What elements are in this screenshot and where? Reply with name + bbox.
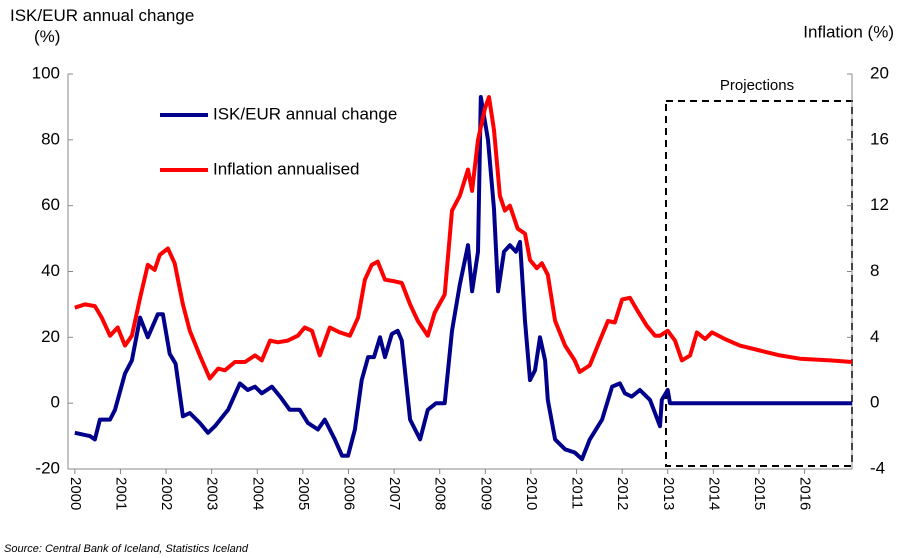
y2-axis-label: Inflation (%) — [803, 22, 894, 41]
x-tick-label: 2003 — [204, 477, 221, 510]
y2-tick-label: 20 — [870, 63, 889, 82]
x-tick-label: 2015 — [751, 477, 768, 510]
x-tick-label: 2008 — [432, 477, 449, 510]
x-tick-label: 2011 — [569, 477, 586, 509]
y-tick-label: 100 — [32, 63, 60, 82]
y2-tick-label: 16 — [870, 129, 889, 148]
series-line — [74, 95, 852, 462]
y-tick-label: 60 — [41, 195, 60, 214]
source: Source: Central Bank of Iceland, Statist… — [4, 543, 249, 555]
x-tick-label: 2005 — [295, 477, 312, 510]
y2-tick-label: 8 — [870, 261, 879, 280]
x-tick-label: 2001 — [112, 477, 129, 510]
y2-tick-label: 4 — [870, 327, 879, 346]
y-tick-label: 40 — [41, 261, 60, 280]
y2-tick-label: -4 — [870, 458, 885, 477]
x-tick-label: 2014 — [705, 477, 722, 510]
y2-tick-label: 12 — [870, 195, 889, 214]
annotation: Projections — [720, 77, 794, 94]
x-tick-label: 2013 — [660, 477, 677, 510]
x-tick-label: 2007 — [386, 477, 403, 510]
y-axis-label: ISK/EUR annual change (%) — [10, 6, 194, 46]
x-tick-label: 2012 — [614, 477, 631, 510]
x-tick-label: 2010 — [523, 477, 540, 510]
y-tick-label: 20 — [41, 327, 60, 346]
x-tick-label: 2000 — [67, 477, 84, 510]
x-tick-label: 2004 — [249, 477, 266, 510]
projection-box — [665, 100, 853, 467]
x-tick-label: 2006 — [341, 477, 358, 510]
legend-label: Inflation annualised — [213, 159, 360, 178]
x-tick-label: 2009 — [477, 477, 494, 510]
y-tick-label: 0 — [51, 393, 60, 412]
y-tick-label: -20 — [35, 458, 60, 477]
x-tick-label: 2002 — [158, 477, 175, 510]
x-tick-label: 2016 — [797, 477, 814, 510]
y-tick-label: 80 — [41, 129, 60, 148]
legend-label: ISK/EUR annual change — [213, 104, 397, 123]
series-line — [74, 95, 853, 381]
y2-tick-label: 0 — [870, 393, 879, 412]
